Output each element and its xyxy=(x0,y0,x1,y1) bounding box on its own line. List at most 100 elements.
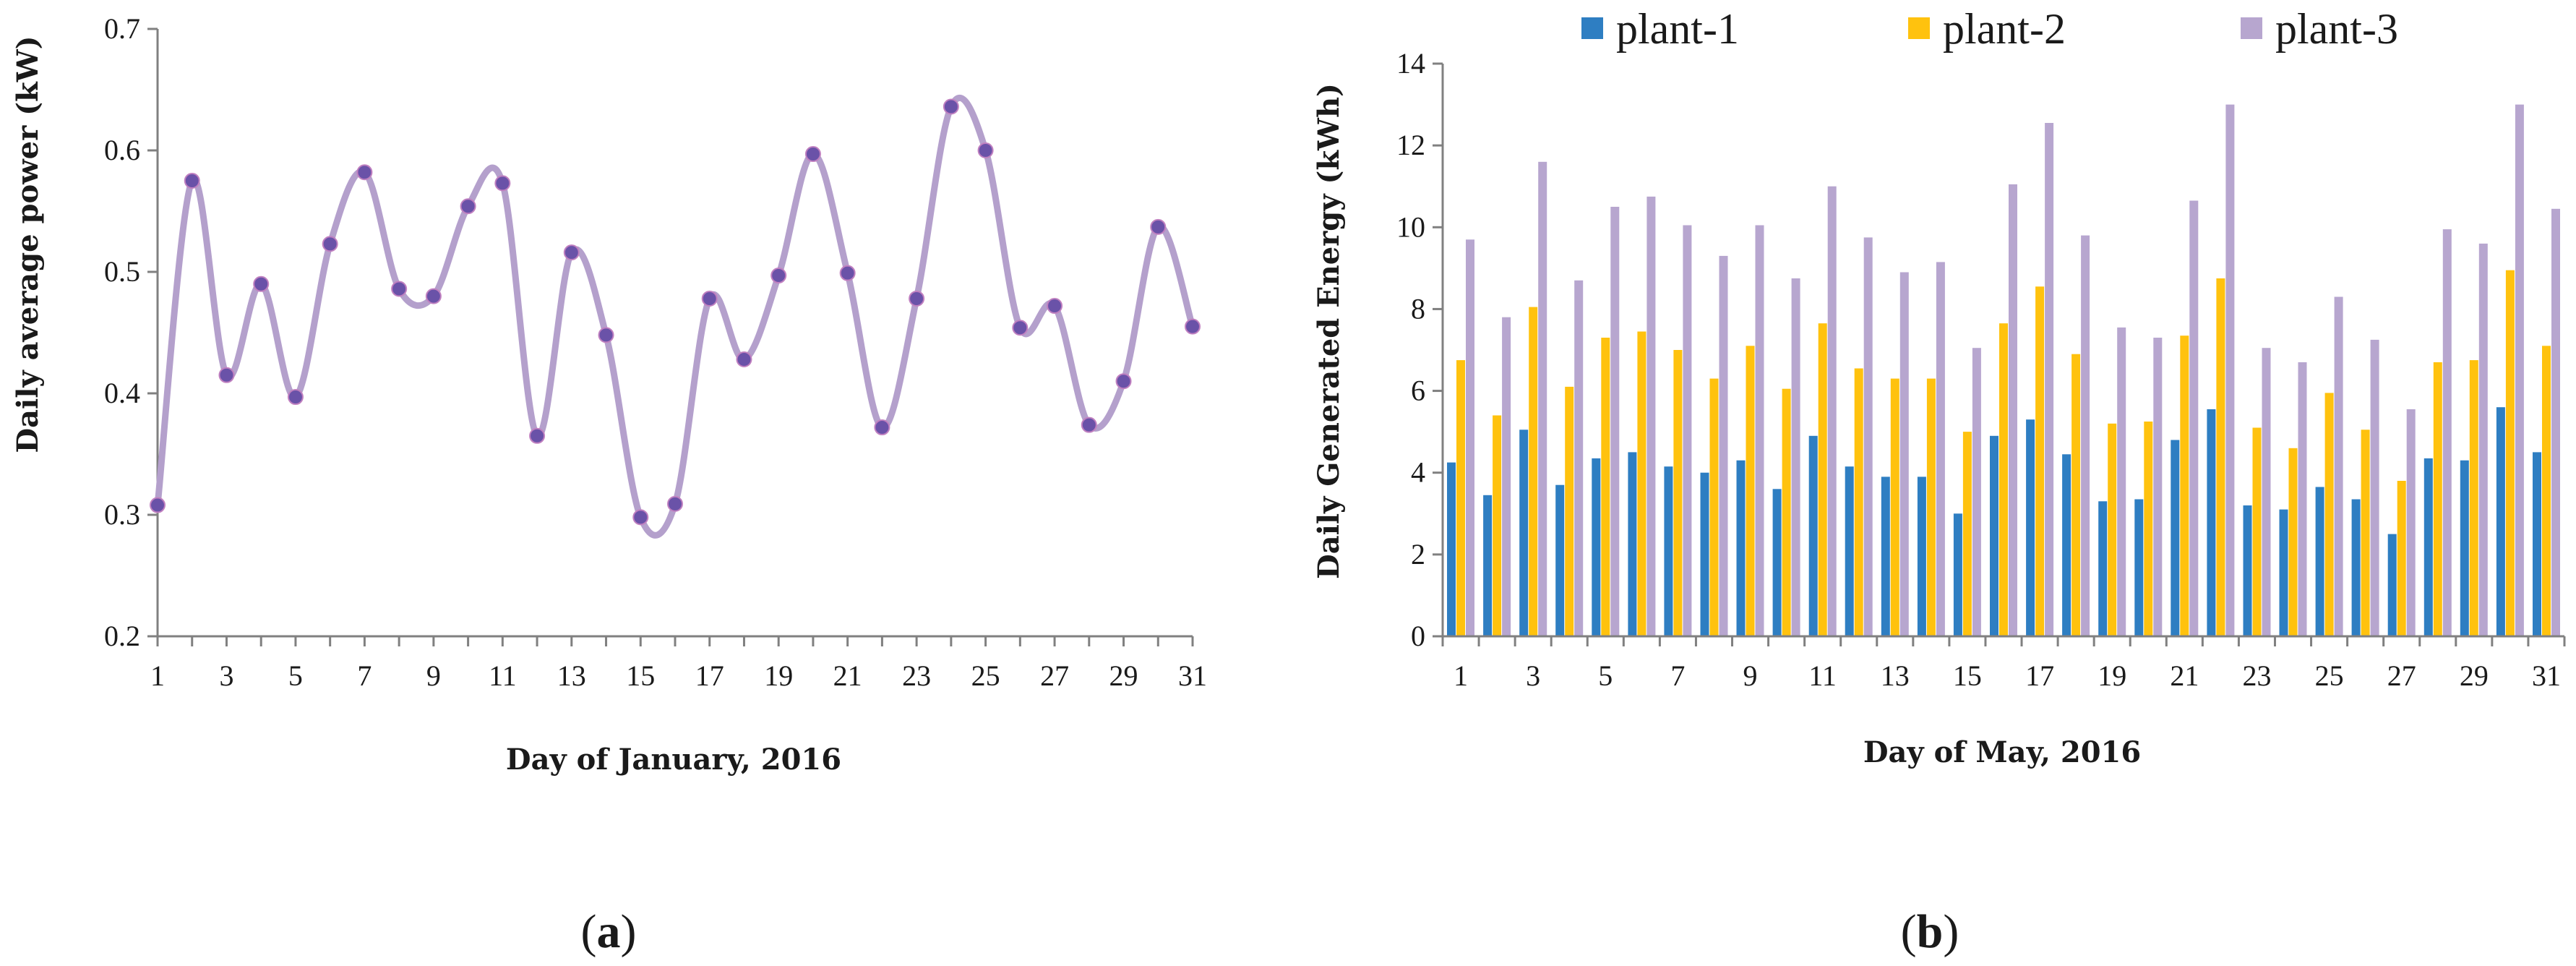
panel-b-bar-plant-3 xyxy=(2370,339,2379,636)
panel-a-data-point xyxy=(736,351,752,367)
panel-b-bar-plant-1 xyxy=(2098,501,2108,636)
legend-label-plant-1: plant-1 xyxy=(1616,5,1739,53)
panel-b-bar-plant-3 xyxy=(1647,196,1656,636)
panel-b-bar-plant-1 xyxy=(1447,462,1456,636)
panel-b-bar-plant-3 xyxy=(2406,409,2416,636)
panel-b-bar-plant-3 xyxy=(2225,104,2235,637)
panel-b-bar-plant-3 xyxy=(2045,123,2054,636)
panel-b-bar-plant-3 xyxy=(2081,235,2090,637)
panel-a-ytick-label: 0.4 xyxy=(104,377,140,409)
panel-b-bar-plant-3 xyxy=(1574,280,1584,636)
legend-swatch-plant-3 xyxy=(2241,17,2262,39)
panel-b-ytick-label: 6 xyxy=(1411,375,1425,407)
panel-a-ylabel: Daily average power (kW) xyxy=(11,35,45,453)
panel-b-bar-plant-3 xyxy=(1719,255,1728,636)
panel-b-bar-plant-2 xyxy=(1746,346,1755,636)
panel-a-data-point xyxy=(356,164,373,181)
panel-b-bar-plant-2 xyxy=(1456,360,1465,636)
panel-b-xtick-label: 5 xyxy=(1598,659,1613,692)
panel-a-data-point xyxy=(218,367,235,383)
panel-b-bar-plant-1 xyxy=(1519,429,1529,636)
panel-b-bar-plant-2 xyxy=(2433,362,2442,636)
panel-b-ytick-label: 4 xyxy=(1411,456,1425,489)
chart-panel-a: 0.20.30.40.50.60.71 3 5 7 9 11 13 15 17 19 21 23 25 2… xyxy=(104,12,1207,692)
panel-a-series-line xyxy=(154,95,1196,539)
panel-b-bar-plant-1 xyxy=(1700,472,1709,636)
panel-a-data-point xyxy=(322,236,338,252)
panel-b-bar-plant-3 xyxy=(2009,184,2017,636)
panel-b-bar-plant-3 xyxy=(2334,296,2343,636)
panel-a-xtick-label: 29 xyxy=(1109,659,1138,692)
panel-a-xtick-label: 9 xyxy=(426,659,441,692)
panel-b-bar-plant-1 xyxy=(1592,458,1601,636)
panel-b-bar-plant-2 xyxy=(2469,360,2478,636)
panel-a-data-point xyxy=(253,275,270,292)
panel-b-ytick-label: 12 xyxy=(1396,129,1425,161)
panel-b-xtick-label: 23 xyxy=(2242,659,2271,692)
panel-a-data-point xyxy=(425,288,442,304)
panel-a-xtick-label: 19 xyxy=(764,659,793,692)
panel-b-bar-plant-1 xyxy=(1808,435,1818,636)
panel-b-bar-plant-2 xyxy=(1926,378,1936,636)
panel-a-data-point xyxy=(1185,318,1201,335)
panel-b-xtick-label: 1 xyxy=(1454,659,1468,692)
panel-b-bar-plant-1 xyxy=(2351,499,2361,636)
panel-a-ytick-label: 0.7 xyxy=(104,12,140,45)
panel-b-bar-plant-3 xyxy=(2189,200,2199,636)
panel-a-data-point xyxy=(632,509,649,526)
panel-b-bar-plant-1 xyxy=(2387,534,2397,636)
panel-a-xtick-label: 15 xyxy=(626,659,655,692)
panel-b-bar-plant-1 xyxy=(2315,487,2324,636)
panel-b-xtick-label: 15 xyxy=(1953,659,1982,692)
panel-a-data-point xyxy=(977,142,994,158)
panel-b-bar-plant-2 xyxy=(1673,350,1683,636)
panel-a-xtick-label: 1 xyxy=(150,659,165,692)
panel-b-bar-plant-2 xyxy=(1709,378,1719,636)
panel-b-ylabel: Daily Generated Energy (kWh) xyxy=(1312,83,1346,579)
panel-b-bar-plant-2 xyxy=(1890,378,1899,636)
panel-b-bar-plant-2 xyxy=(2180,335,2189,636)
panel-b-bar-plant-1 xyxy=(1772,489,1782,636)
panel-b-bar-plant-2 xyxy=(2505,270,2515,636)
panel-a-data-point xyxy=(460,198,476,215)
panel-a-label: (a) xyxy=(581,905,637,958)
panel-b-bar-plant-1 xyxy=(2423,458,2433,636)
panel-b-xtick-label: 3 xyxy=(1526,659,1540,692)
panel-a-data-point xyxy=(598,327,614,343)
panel-a-xtick-label: 25 xyxy=(971,659,1000,692)
panel-a-xtick-label: 23 xyxy=(902,659,931,692)
panel-b-bar-plant-1 xyxy=(1555,484,1565,636)
panel-b-bar-plant-3 xyxy=(2515,104,2524,637)
panel-b-bar-plant-3 xyxy=(2551,208,2560,636)
panel-b-bar-plant-3 xyxy=(1610,207,1620,636)
panel-b-xtick-label: 21 xyxy=(2170,659,2199,692)
panel-a-xtick-label: 11 xyxy=(489,659,517,692)
panel-b-bar-plant-1 xyxy=(1628,452,1637,636)
panel-b-xtick-label: 13 xyxy=(1881,659,1910,692)
panel-b-bar-plant-2 xyxy=(2216,278,2225,636)
panel-b-bar-plant-3 xyxy=(2153,338,2163,636)
panel-b-bar-plant-1 xyxy=(2460,460,2469,636)
panel-b-bar-plant-1 xyxy=(1953,513,1962,636)
panel-b-bar-plant-3 xyxy=(1502,317,1511,636)
panel-a-data-point xyxy=(529,427,546,444)
panel-a-data-point xyxy=(770,268,787,284)
panel-a-data-point xyxy=(150,497,166,513)
panel-b-bar-plant-3 xyxy=(1538,161,1547,637)
panel-b-bar-plant-2 xyxy=(2361,429,2370,636)
panel-b-bar-plant-1 xyxy=(2279,509,2288,636)
panel-b-bar-plant-2 xyxy=(2071,354,2081,636)
panel-a-xtick-label: 5 xyxy=(288,659,303,692)
panel-b-bar-plant-1 xyxy=(1917,476,1926,636)
panel-b-bar-plant-3 xyxy=(1899,272,1909,636)
panel-a-data-point xyxy=(1047,298,1063,315)
panel-b-ytick-label: 0 xyxy=(1411,620,1425,652)
panel-b-bar-plant-3 xyxy=(2298,362,2307,636)
panel-b-bar-plant-1 xyxy=(2171,440,2180,636)
panel-a-data-point xyxy=(494,175,511,192)
panel-b-bar-plant-2 xyxy=(1782,388,1791,636)
panel-b-bar-plant-3 xyxy=(2478,243,2488,636)
panel-b-bar-plant-3 xyxy=(1827,186,1837,636)
